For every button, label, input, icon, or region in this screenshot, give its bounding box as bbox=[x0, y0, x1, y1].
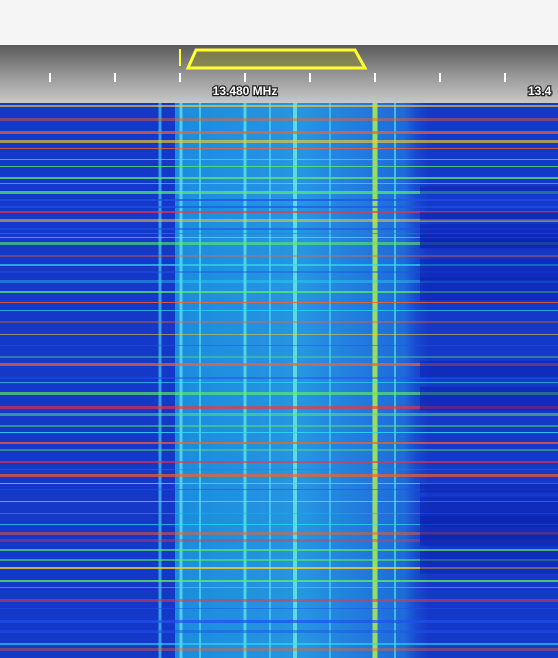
stripe bbox=[0, 549, 558, 551]
dark-band bbox=[420, 186, 558, 194]
stripe bbox=[0, 406, 558, 409]
stripe bbox=[0, 334, 558, 335]
stripe bbox=[0, 228, 558, 230]
stripe bbox=[0, 608, 558, 609]
carrier bbox=[158, 103, 162, 658]
stripe bbox=[0, 599, 558, 602]
carrier bbox=[372, 103, 378, 658]
scale-ticks bbox=[49, 73, 506, 82]
stripe bbox=[0, 363, 558, 366]
stripe bbox=[0, 345, 558, 346]
dark-band bbox=[420, 212, 558, 221]
stripe bbox=[0, 321, 558, 323]
stripe bbox=[0, 630, 558, 633]
passband[interactable] bbox=[185, 48, 368, 70]
dark-band bbox=[420, 277, 558, 301]
stripe bbox=[0, 489, 558, 490]
stripe bbox=[0, 524, 558, 525]
stripe bbox=[0, 513, 558, 514]
stripe bbox=[0, 442, 558, 444]
stripe bbox=[0, 159, 558, 160]
stripe bbox=[0, 264, 558, 266]
stripe bbox=[0, 233, 558, 234]
stripe bbox=[0, 483, 558, 484]
stripe bbox=[0, 280, 558, 283]
dark-band bbox=[420, 258, 558, 282]
carrier bbox=[329, 103, 331, 658]
stripe bbox=[0, 177, 558, 179]
waterfall bbox=[0, 103, 558, 658]
dark-band bbox=[420, 521, 558, 542]
stripe bbox=[0, 271, 558, 273]
stripe bbox=[0, 382, 558, 383]
stripe bbox=[0, 474, 558, 477]
carrier bbox=[179, 103, 183, 658]
dark-band bbox=[420, 551, 558, 574]
stripe bbox=[0, 425, 558, 427]
stripe bbox=[0, 620, 558, 623]
stripe bbox=[0, 183, 558, 184]
stripe bbox=[0, 166, 558, 167]
stripe bbox=[0, 587, 558, 588]
stripe bbox=[0, 532, 558, 535]
carrier bbox=[243, 103, 247, 658]
stripe bbox=[0, 118, 558, 121]
dark-band bbox=[420, 386, 558, 411]
dark-band bbox=[420, 482, 558, 493]
stripe bbox=[0, 199, 558, 201]
stripe bbox=[0, 580, 558, 582]
stripe bbox=[0, 356, 558, 358]
dark-band bbox=[420, 235, 558, 249]
stripe bbox=[0, 148, 558, 149]
stripe bbox=[0, 219, 558, 222]
frequency-label: 13.480 MHz bbox=[213, 84, 278, 98]
carrier bbox=[269, 103, 271, 658]
stripe bbox=[0, 539, 558, 542]
dark-band bbox=[420, 361, 558, 378]
stripe bbox=[0, 206, 558, 208]
dark-band bbox=[420, 516, 558, 527]
carrier bbox=[293, 103, 297, 658]
stripe bbox=[0, 255, 558, 257]
stripe bbox=[0, 501, 558, 502]
stripe bbox=[0, 105, 558, 107]
stripe bbox=[0, 131, 558, 134]
stripe bbox=[0, 432, 558, 433]
stripe bbox=[0, 449, 558, 451]
stripe bbox=[0, 469, 558, 470]
carrier bbox=[394, 103, 396, 658]
stripe bbox=[0, 211, 558, 213]
stripe bbox=[0, 191, 558, 194]
stripe bbox=[0, 242, 558, 245]
stripe bbox=[0, 302, 558, 303]
stripe bbox=[0, 648, 558, 651]
signal-band bbox=[175, 103, 430, 658]
stripe bbox=[0, 643, 558, 645]
stripe bbox=[0, 559, 558, 561]
stripe bbox=[0, 461, 558, 463]
frequency-label: 13.4 bbox=[528, 84, 552, 98]
stripe bbox=[0, 291, 558, 293]
top-bar bbox=[0, 0, 558, 45]
stripe bbox=[0, 567, 558, 569]
stripe bbox=[0, 413, 558, 416]
stripe bbox=[0, 392, 558, 395]
stripe bbox=[0, 377, 558, 379]
stripe bbox=[0, 237, 558, 238]
carrier bbox=[199, 103, 201, 658]
stripe bbox=[0, 140, 558, 143]
stripe bbox=[0, 310, 558, 311]
